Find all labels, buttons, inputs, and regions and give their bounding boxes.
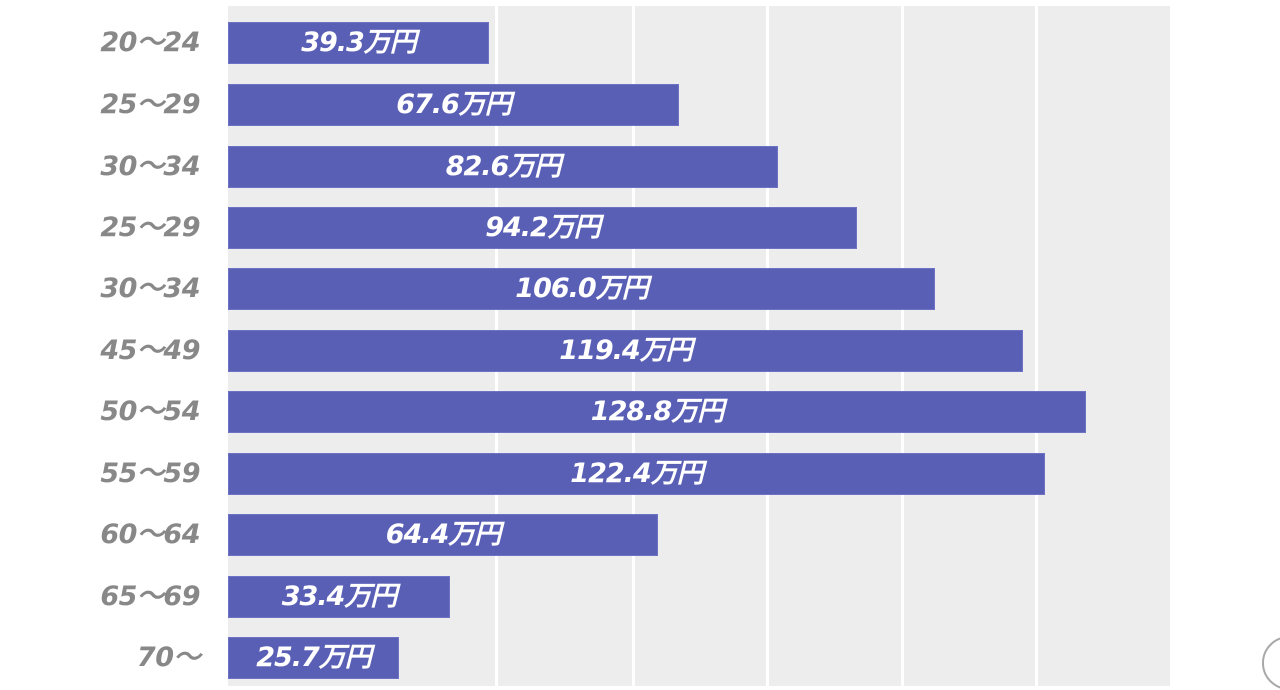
bar-value-label: 106.0万円 xyxy=(515,273,648,304)
category-label: 50〜54 xyxy=(100,396,200,427)
bar: 122.4万円 xyxy=(228,453,1045,495)
bar-row: 70〜 25.7万円 xyxy=(0,637,1280,679)
category-label: 60〜64 xyxy=(100,519,200,550)
category-label: 25〜29 xyxy=(100,89,200,120)
bar-row: 30〜34 106.0万円 xyxy=(0,268,1280,310)
bar-value-label: 25.7万円 xyxy=(256,642,372,673)
bar-row: 50〜54 128.8万円 xyxy=(0,391,1280,433)
bar: 67.6万円 xyxy=(228,84,679,126)
bar-value-label: 67.6万円 xyxy=(396,89,512,120)
bar-row: 65〜69 33.4万円 xyxy=(0,576,1280,618)
bar: 94.2万円 xyxy=(228,207,857,249)
bar-value-label: 119.4万円 xyxy=(559,335,692,366)
bar-value-label: 39.3万円 xyxy=(301,27,417,58)
bar: 128.8万円 xyxy=(228,391,1086,433)
bar: 82.6万円 xyxy=(228,146,778,188)
category-label: 65〜69 xyxy=(100,581,200,612)
category-label: 30〜34 xyxy=(100,273,200,304)
bar: 25.7万円 xyxy=(228,637,399,679)
bar-row: 60〜64 64.4万円 xyxy=(0,514,1280,556)
bar-row: 20〜24 39.3万円 xyxy=(0,22,1280,64)
category-label: 25〜29 xyxy=(100,212,200,243)
bar-row: 25〜29 94.2万円 xyxy=(0,207,1280,249)
category-label: 45〜49 xyxy=(100,335,200,366)
bar: 64.4万円 xyxy=(228,514,658,556)
bar: 33.4万円 xyxy=(228,576,450,618)
bar-value-label: 64.4万円 xyxy=(385,519,502,550)
bar-row: 25〜29 67.6万円 xyxy=(0,84,1280,126)
bar-row: 55〜59 122.4万円 xyxy=(0,453,1280,495)
bar-row: 30〜34 82.6万円 xyxy=(0,146,1280,188)
category-label: 20〜24 xyxy=(100,27,200,58)
bar: 39.3万円 xyxy=(228,22,489,64)
bar-value-label: 33.4万円 xyxy=(281,581,398,612)
category-label: 70〜 xyxy=(136,642,201,673)
bar-value-label: 82.6万円 xyxy=(445,151,562,182)
bar: 119.4万円 xyxy=(228,330,1023,372)
gridline xyxy=(1035,6,1038,686)
bar: 106.0万円 xyxy=(228,268,935,310)
category-label: 55〜59 xyxy=(100,458,200,489)
bar-value-label: 122.4万円 xyxy=(570,458,703,489)
bar-row: 45〜49 119.4万円 xyxy=(0,330,1280,372)
bar-value-label: 94.2万円 xyxy=(485,212,601,243)
bar-value-label: 128.8万円 xyxy=(590,396,724,427)
category-label: 30〜34 xyxy=(100,151,200,182)
